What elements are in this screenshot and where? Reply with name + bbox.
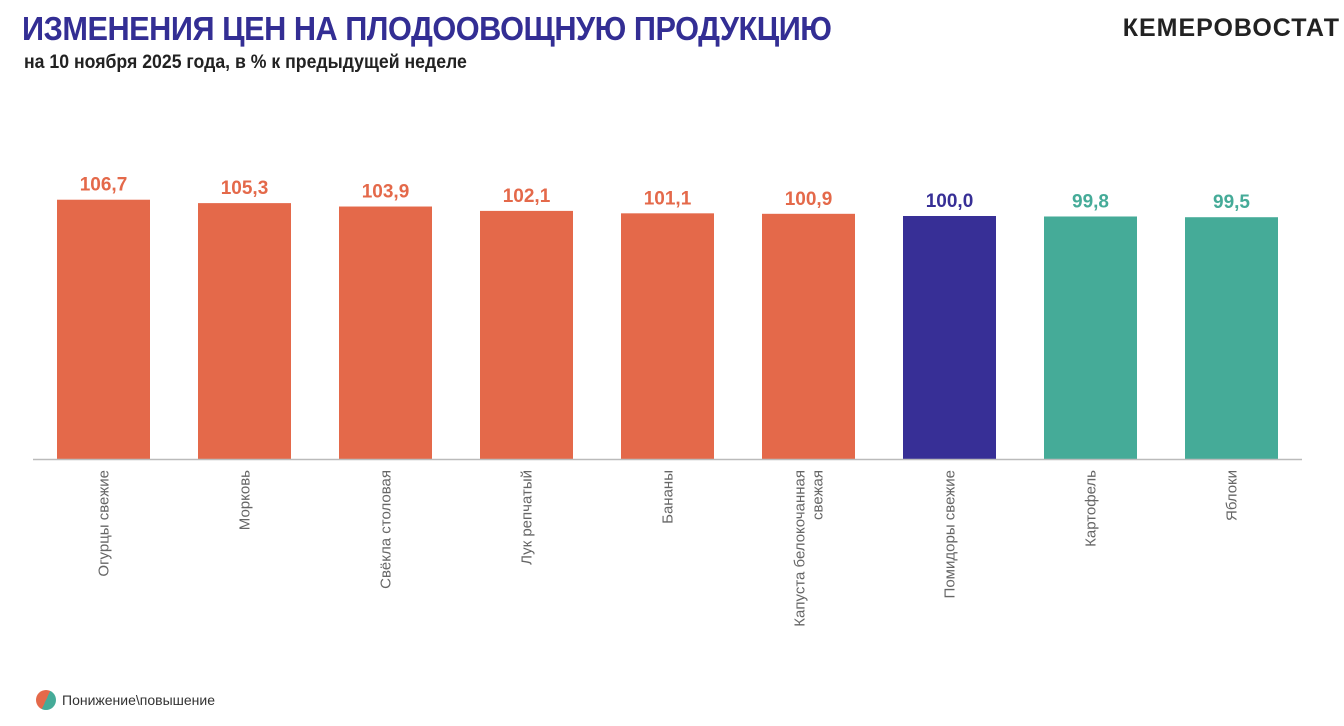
category-label: Морковь (237, 470, 254, 530)
data-label: 99,5 (1213, 192, 1250, 213)
category-label-line: Огурцы свежие (96, 470, 113, 577)
bar (1185, 217, 1278, 459)
data-label: 99,8 (1072, 191, 1109, 212)
legend-marker (36, 690, 56, 710)
page-subtitle: на 10 ноября 2025 года, в % к предыдущей… (24, 52, 467, 73)
category-label: Лук репчатый (519, 470, 536, 565)
category-label-line: Морковь (237, 470, 254, 530)
data-label: 101,1 (644, 188, 692, 209)
bar (1044, 216, 1137, 459)
bar (480, 210, 573, 459)
data-label: 102,1 (503, 186, 551, 207)
bar (57, 199, 150, 459)
category-label-line: Бананы (660, 470, 677, 524)
legend: Понижение\повышение (36, 690, 215, 710)
category-label: Свёкла столовая (378, 470, 395, 589)
bar (762, 213, 855, 459)
bar (903, 216, 996, 459)
category-label: Бананы (660, 470, 677, 524)
category-label: Яблоки (1224, 470, 1241, 521)
data-label: 100,0 (926, 191, 974, 212)
bar (198, 203, 291, 459)
data-label: 106,7 (80, 175, 128, 196)
bar (621, 213, 714, 459)
bar (339, 206, 432, 459)
category-label-line: Лук репчатый (519, 470, 536, 565)
data-label: 100,9 (785, 189, 833, 210)
category-label-line: Свёкла столовая (378, 470, 395, 589)
category-label: Картофель (1083, 470, 1100, 547)
category-label-line: Яблоки (1224, 470, 1241, 521)
category-label-line: свежая (810, 470, 827, 520)
category-label: Огурцы свежие (96, 470, 113, 577)
logo: КЕМЕРОВОСТАТ (1122, 14, 1340, 42)
data-label: 103,9 (362, 182, 410, 203)
data-label: 105,3 (221, 178, 269, 199)
legend-label: Понижение\повышение (62, 692, 216, 708)
page-title: ИЗМЕНЕНИЯ ЦЕН НА ПЛОДООВОЩНУЮ ПРОДУКЦИЮ (22, 10, 832, 47)
category-label: Капуста белокочаннаясвежая (792, 470, 827, 627)
category-label: Помидоры свежие (942, 470, 959, 598)
category-label-line: Помидоры свежие (942, 470, 959, 598)
category-label-line: Картофель (1083, 470, 1100, 547)
category-label-line: Капуста белокочанная (792, 470, 809, 627)
